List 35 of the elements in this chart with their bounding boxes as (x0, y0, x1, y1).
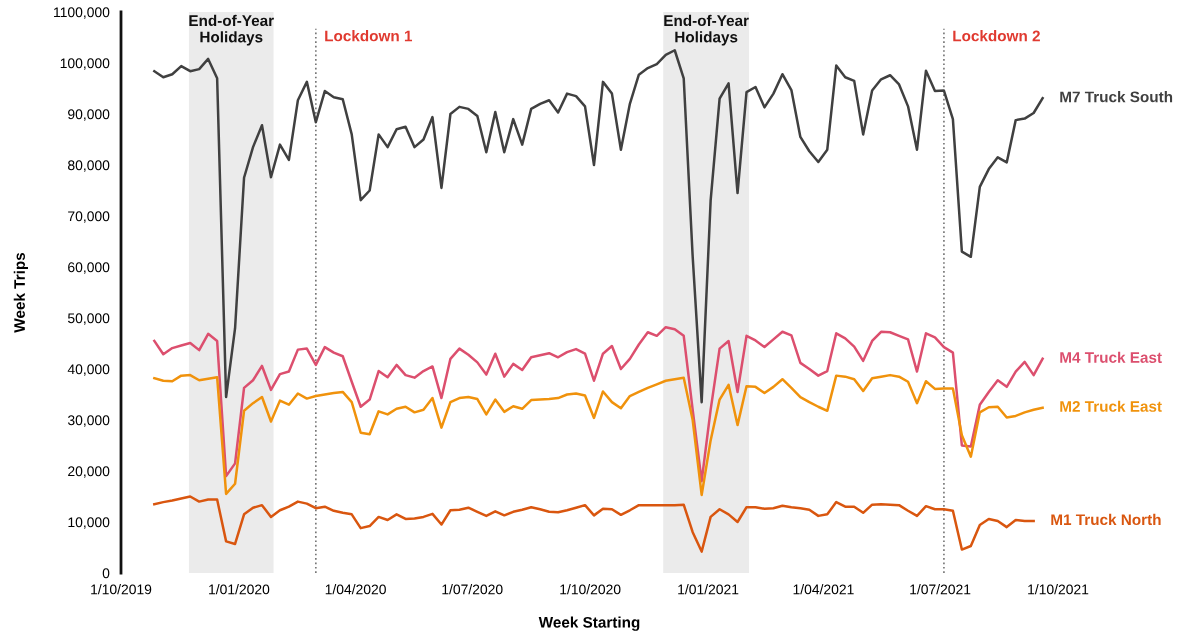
line-series (153, 373, 1044, 497)
line-series (153, 325, 1044, 483)
x-tick-label: 1/01/2021 (678, 584, 739, 595)
ref-line-label: Lockdown 1 (325, 30, 413, 42)
series-label: M2 Truck East (1060, 400, 1162, 412)
y-tick-label: 10,000 (68, 517, 110, 529)
x-tick-label: 1/10/2020 (560, 584, 621, 595)
x-tick-label: 1/10/2019 (91, 584, 152, 595)
x-tick-label: 1/07/2021 (910, 584, 971, 595)
y-tick-label: 100,000 (60, 58, 110, 70)
x-tick-label: 1/04/2020 (325, 584, 386, 595)
y-tick-label: 80,000 (68, 160, 110, 172)
y-tick-label: 30,000 (67, 415, 110, 427)
y-tick-label: 40,000 (67, 364, 110, 376)
band-label: End-of-Year Holidays (664, 14, 749, 46)
y-axis-title: Week Trips (13, 252, 28, 333)
x-tick-label: 1/10/2021 (1028, 584, 1089, 595)
y-tick-label: 0 (102, 568, 110, 579)
y-tick-label: 1100,000 (54, 7, 110, 19)
line-series (153, 49, 1044, 404)
y-tick-label: 50,000 (67, 313, 110, 325)
x-tick-label: 1/04/2021 (793, 584, 854, 595)
y-tick-label: 70,000 (68, 211, 110, 223)
band-label: End-of-Year Holidays (189, 14, 274, 46)
ref-line-label: Lockdown 2 (953, 30, 1040, 42)
x-tick-label: 1/01/2020 (209, 584, 270, 595)
x-axis-title: Week Starting (538, 616, 640, 631)
y-tick-label: 20,000 (68, 466, 110, 478)
series-label: M7 Truck South (1060, 91, 1173, 103)
series-label: M4 Truck East (1060, 351, 1162, 363)
x-tick-label: 1/07/2020 (442, 584, 503, 595)
line-series (153, 495, 1035, 553)
y-tick-label: 60,000 (68, 262, 110, 274)
series-label: M1 Truck North (1051, 513, 1161, 526)
y-tick-label: 90,000 (68, 109, 110, 121)
